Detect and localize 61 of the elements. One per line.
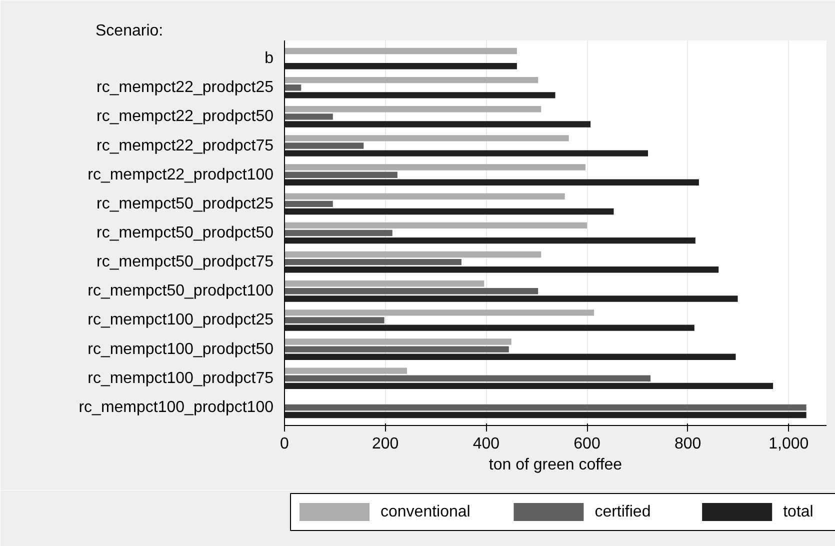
bar <box>284 404 806 411</box>
legend-label: conventional <box>380 504 470 520</box>
bar <box>284 193 565 200</box>
y-tick-label: rc_mempct50_prodpct25 <box>96 195 274 212</box>
bar <box>284 280 484 287</box>
bar <box>284 412 806 418</box>
bar <box>284 62 517 70</box>
bar <box>284 114 333 120</box>
y-tick-label: b <box>264 50 274 68</box>
y-tick-label: rc_mempct22_prodpct25 <box>96 79 274 96</box>
bar <box>284 266 719 273</box>
bar <box>284 142 364 149</box>
bar <box>284 179 699 186</box>
bar <box>284 48 517 54</box>
y-axis-title: Scenario: <box>96 22 164 40</box>
x-tick-label: 0 <box>280 436 290 452</box>
bar <box>284 382 774 390</box>
bar <box>284 338 512 345</box>
legend-label: certified <box>594 504 651 520</box>
bar <box>284 354 736 360</box>
legend-label: total <box>783 504 814 520</box>
bar <box>284 368 408 374</box>
bar <box>284 222 588 229</box>
bar <box>284 296 738 302</box>
bar <box>284 172 398 178</box>
x-tick-label: 600 <box>574 436 600 452</box>
bar <box>284 84 302 91</box>
bar <box>284 164 586 170</box>
bar <box>284 200 333 208</box>
y-tick-label: rc_mempct22_prodpct50 <box>96 108 274 126</box>
bar <box>284 324 694 331</box>
y-tick-label: rc_mempct100_prodpct100 <box>78 398 274 416</box>
bar <box>284 258 462 266</box>
bar <box>284 317 384 324</box>
x-axis-title: ton of green coffee <box>488 456 622 474</box>
y-tick-label: rc_mempct50_prodpct75 <box>96 254 274 271</box>
bar <box>284 92 556 98</box>
y-tick-label: rc_mempct100_prodpct25 <box>88 312 274 329</box>
y-tick-label: rc_mempct100_prodpct75 <box>88 370 274 387</box>
bar <box>284 76 538 84</box>
bar <box>284 208 614 215</box>
y-tick-label: rc_mempct100_prodpct50 <box>88 340 274 358</box>
x-tick-label: 1,000 <box>768 436 809 452</box>
bar <box>284 135 569 142</box>
y-tick-label: rc_mempct22_prodpct75 <box>96 137 274 154</box>
y-tick-label: rc_mempct50_prodpct50 <box>96 224 274 242</box>
bar <box>284 310 594 316</box>
x-tick-label: 400 <box>472 436 500 452</box>
bar <box>284 121 591 128</box>
x-tick-label: 200 <box>372 436 399 452</box>
bar <box>284 237 696 244</box>
bar <box>284 230 392 236</box>
bar <box>284 150 648 156</box>
x-tick-label: 800 <box>674 436 702 452</box>
bar <box>284 106 542 112</box>
bar <box>284 288 538 294</box>
y-tick-label: rc_mempct22_prodpct100 <box>88 166 274 184</box>
bar <box>284 251 542 258</box>
bar <box>284 346 509 352</box>
bar <box>284 375 651 382</box>
y-tick-label: rc_mempct50_prodpct100 <box>88 282 274 300</box>
